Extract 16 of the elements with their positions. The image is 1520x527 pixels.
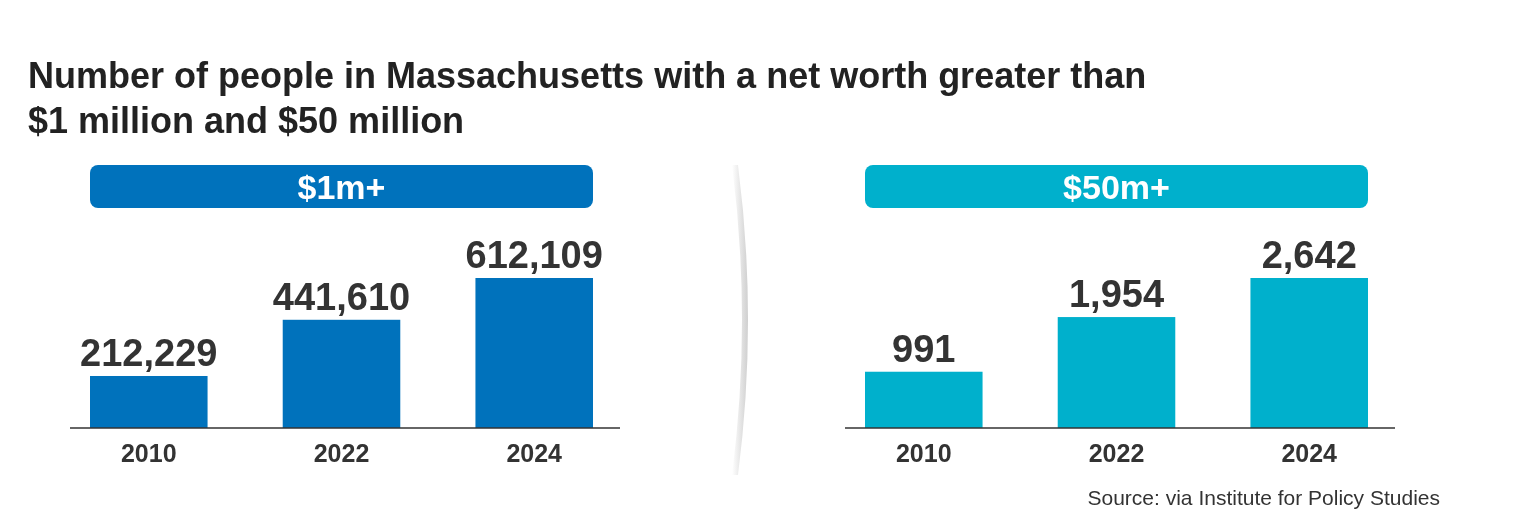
x-tick-label: 2010	[120, 439, 177, 467]
data-label: 441,610	[272, 275, 411, 318]
data-label: 1,954	[1068, 273, 1165, 316]
data-label: 2,642	[1261, 234, 1357, 276]
chart-title: Number of people in Massachusetts with a net worth greater than $1 million and $50 million	[28, 55, 1147, 141]
chart-subtitle: $1m+	[297, 168, 386, 206]
x-tick-label: 2022	[313, 439, 370, 467]
x-tick-label: 2010	[895, 439, 952, 467]
x-tick-label: 2024	[506, 439, 563, 467]
data-label: 991	[892, 327, 956, 370]
chart-subtitle: $50m+	[1063, 168, 1170, 206]
source-note: Source: via Institute for Policy Studies	[1087, 486, 1440, 509]
x-tick-label: 2022	[1088, 439, 1145, 467]
data-label: 612,109	[465, 234, 603, 276]
data-label: 212,229	[80, 331, 218, 374]
x-tick-label: 2024	[1281, 439, 1338, 467]
